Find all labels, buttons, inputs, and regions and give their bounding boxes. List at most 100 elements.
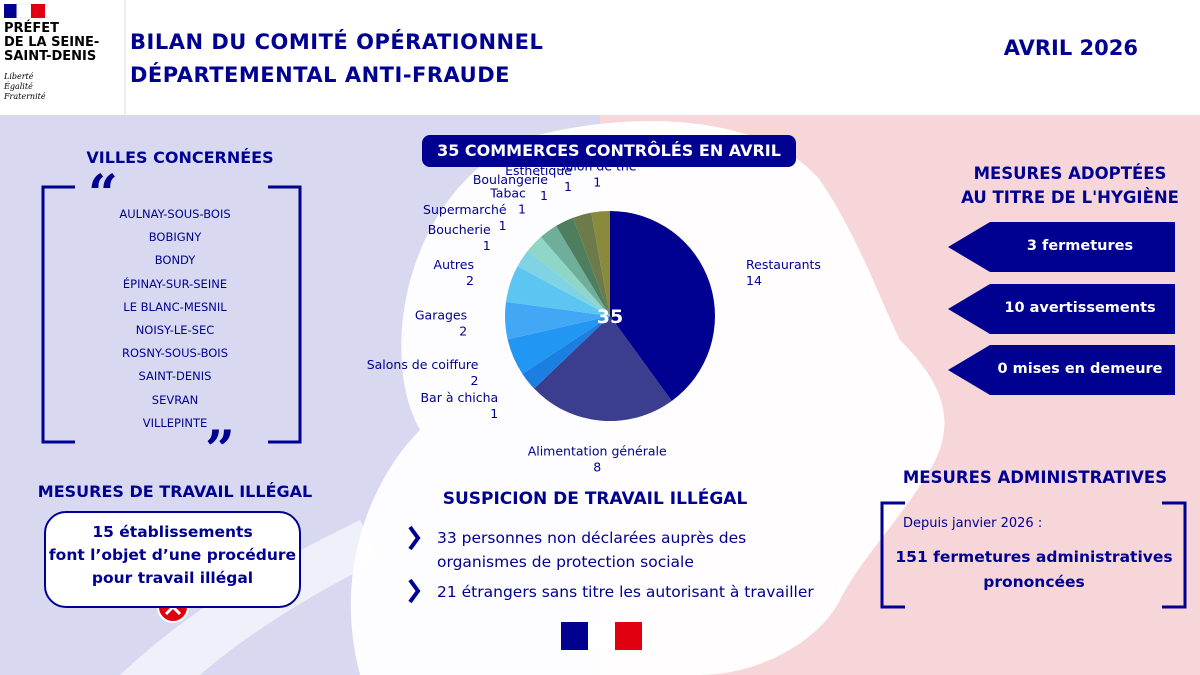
pie-slice	[507, 316, 610, 374]
admin-since: Depuis janvier 2026 :	[903, 516, 1043, 531]
motto-line: Liberté	[4, 72, 34, 81]
arrow-shape	[948, 284, 1175, 334]
arrow-shape	[948, 222, 1175, 272]
section-title: MESURES ADMINISTRATIVES	[902, 468, 1168, 487]
slice-label: Bar à chicha	[420, 390, 498, 405]
pie-total: 35	[597, 306, 623, 328]
city: SAINT-DENIS	[138, 369, 212, 384]
section-title: MESURES ADOPTÉES AU TITRE DE L'HYGIÈNE	[950, 162, 1190, 210]
logo-red	[615, 622, 642, 650]
measure-label: 0 mises en demeure	[997, 361, 1163, 377]
pie-slice	[573, 212, 610, 316]
item-line: 33 personnes non déclarées auprès des	[437, 529, 747, 547]
slice-value: 1	[490, 406, 498, 421]
city: NOISY-LE-SEC	[135, 323, 215, 338]
city: ROSNY-SOUS-BOIS	[122, 346, 228, 361]
item-line: 21 étrangers sans titre les autorisant à…	[437, 583, 814, 601]
quote-close: ”	[205, 420, 235, 481]
slice-value: 8	[593, 459, 601, 474]
pie-slice	[591, 211, 610, 316]
slice-value: 1	[499, 218, 507, 233]
header-bg	[0, 0, 1200, 115]
flag-blue	[4, 4, 17, 18]
logo-white	[588, 622, 615, 650]
city-list: AULNAY-SOUS-BOIS BOBIGNY BONDY ÉPINAY-SUR-S…	[100, 203, 250, 435]
logo-line: PRÉFET	[4, 21, 60, 36]
box-line: pour travail illégal	[91, 569, 254, 587]
logo-blue	[561, 622, 588, 650]
title-line: MESURES ADOPTÉES	[973, 164, 1167, 183]
pie-slice	[540, 225, 610, 316]
pie-slice	[517, 250, 610, 316]
flag-red	[31, 4, 45, 18]
header-title: BILAN DU COMITÉ OPÉRATIONNEL DÉPARTEMENT…	[130, 26, 543, 92]
city: LE BLANC-MESNIL	[123, 299, 227, 314]
slice-label: Tabac	[489, 185, 526, 200]
section-title: SUSPICION DE TRAVAIL ILLÉGAL	[442, 489, 748, 509]
chart-title: 35 COMMERCES CONTRÔLÉS EN AVRIL	[422, 135, 796, 167]
slice-label: Boulangerie	[473, 172, 548, 187]
bracket-left	[41, 185, 75, 444]
motto-line: Fraternité	[4, 92, 46, 101]
bracket-right	[1162, 501, 1187, 609]
slice-value: 2	[471, 373, 479, 388]
pie-slice	[527, 236, 610, 316]
slice-value: 1	[593, 175, 601, 190]
slice-value: 14	[746, 273, 762, 288]
box-line: font l’objet d’une procédure	[48, 546, 297, 564]
slice-label: Garages	[415, 307, 467, 322]
title-line: DÉPARTEMENTAL ANTI-FRAUDE	[130, 63, 510, 87]
item-line: organismes de protection sociale	[437, 553, 694, 571]
motto: Liberté Égalité Fraternité	[4, 72, 46, 102]
pie-slice	[556, 217, 610, 316]
pie-slice	[522, 316, 610, 389]
city: BOBIGNY	[148, 230, 202, 245]
procedure-box: 15 établissements font l’objet d’une pro…	[44, 511, 301, 608]
motto-line: Égalité	[4, 82, 33, 91]
slice-value: 1	[540, 188, 548, 203]
logo-text: PRÉFET DE LA SEINE- SAINT-DENIS	[4, 22, 99, 64]
box-line: 15 établissements	[92, 523, 253, 541]
slice-value: 1	[483, 238, 491, 253]
city: ÉPINAY-SUR-SEINE	[122, 276, 228, 291]
admin-line: 151 fermetures administratives	[895, 548, 1173, 566]
slice-label: Supermarché	[423, 202, 507, 217]
city: AULNAY-SOUS-BOIS	[119, 207, 231, 221]
suspicion-item: 33 personnes non déclarées auprès des or…	[437, 526, 746, 574]
title-line: BILAN DU COMITÉ OPÉRATIONNEL	[130, 30, 544, 54]
logo-line: SAINT-DENIS	[4, 49, 97, 64]
header-date: AVRIL 2026	[1003, 36, 1138, 60]
logo-line: DE LA SEINE-	[4, 35, 100, 50]
slice-value: 2	[459, 323, 467, 338]
pie-slice	[505, 301, 610, 340]
city: SEVRAN	[151, 392, 199, 407]
slice-value: 2	[466, 273, 474, 288]
bracket-left	[880, 501, 905, 609]
slice-label: Restaurants	[746, 257, 821, 272]
admin-line: prononcées	[983, 573, 1085, 591]
pie-slice	[534, 316, 672, 421]
measure-label: 3 fermetures	[1026, 238, 1134, 254]
title-line: AU TITRE DE L'HYGIÈNE	[961, 188, 1179, 207]
chevron	[408, 578, 421, 604]
arrow-shape	[948, 345, 1175, 395]
slice-label: Salons de coiffure	[367, 357, 479, 372]
measure-label: 10 avertissements	[1004, 300, 1156, 316]
slice-value: 1	[564, 179, 572, 194]
suspicion-item: 21 étrangers sans titre les autorisant à…	[437, 580, 814, 604]
city: BONDY	[154, 253, 196, 268]
quote-open: “	[88, 164, 118, 225]
slice-label: Autres	[434, 257, 474, 272]
slice-label: Boucherie	[428, 222, 491, 237]
section-title: VILLES CONCERNÉES	[86, 148, 274, 167]
admin-text: 151 fermetures administratives prononcée…	[890, 545, 1178, 595]
city: VILLEPINTE	[142, 415, 208, 430]
chevron	[408, 525, 421, 551]
section-title: MESURES DE TRAVAIL ILLÉGAL	[37, 482, 313, 501]
pie-slice	[505, 266, 610, 316]
pie-slice	[610, 211, 715, 401]
flag-white	[16, 3, 32, 19]
